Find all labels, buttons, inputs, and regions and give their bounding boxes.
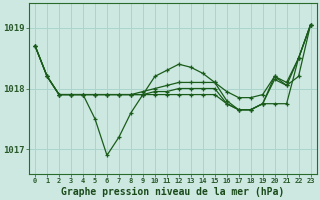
X-axis label: Graphe pression niveau de la mer (hPa): Graphe pression niveau de la mer (hPa) — [61, 186, 284, 197]
